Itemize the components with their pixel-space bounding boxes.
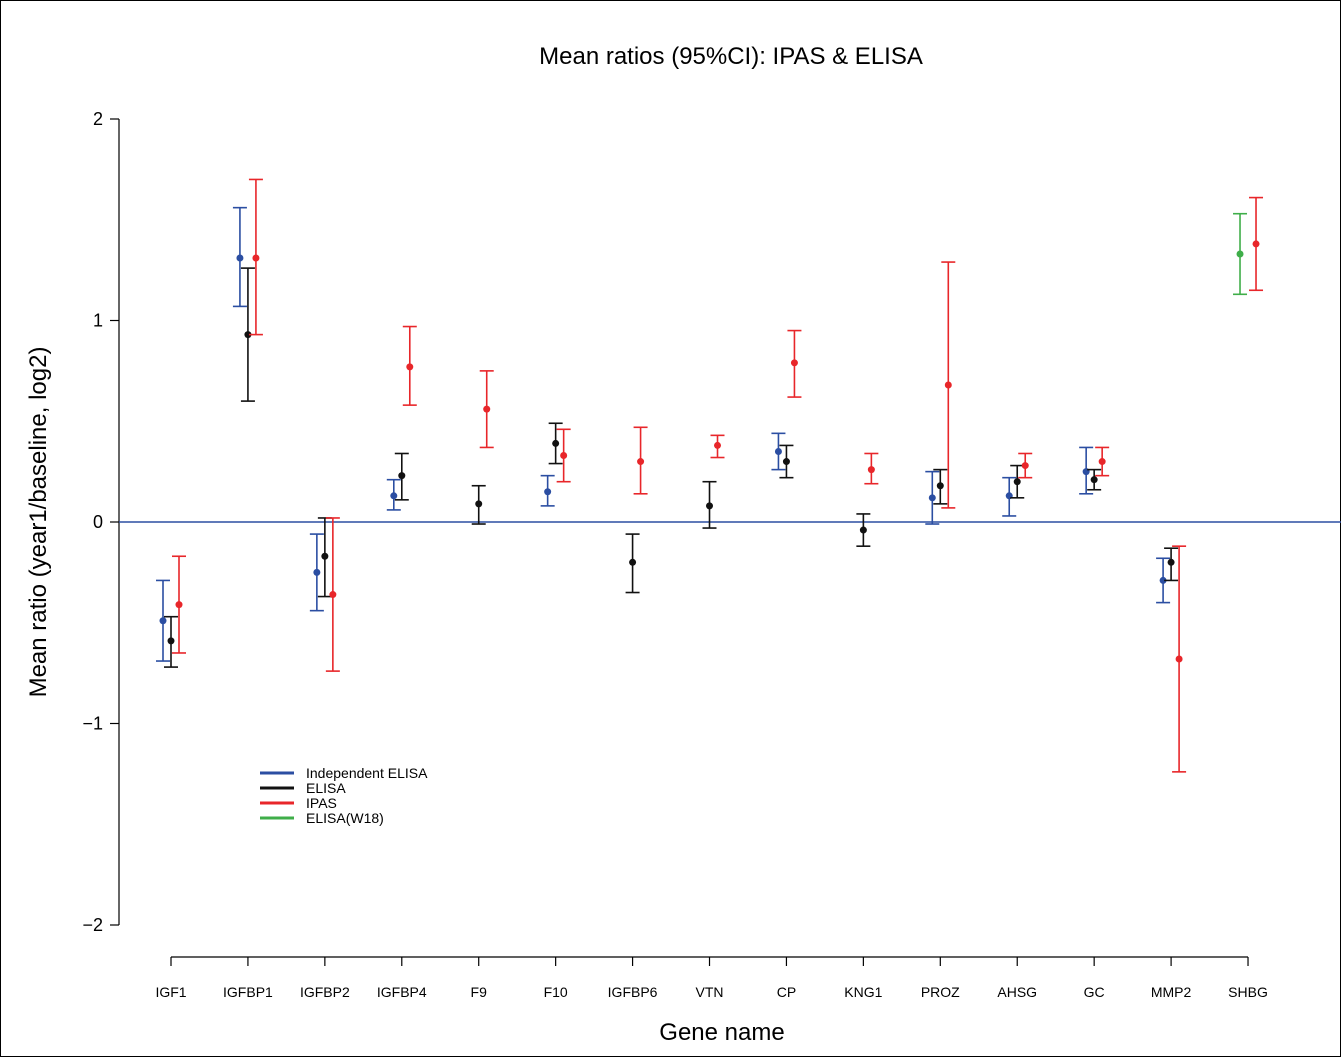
mean-point xyxy=(329,591,337,599)
mean-point xyxy=(244,331,252,339)
mean-point xyxy=(167,637,175,645)
mean-point xyxy=(782,458,790,466)
mean-point xyxy=(483,405,491,413)
mean-point xyxy=(936,482,944,490)
x-tick-label: IGF1 xyxy=(155,984,186,1000)
x-tick-label: GC xyxy=(1084,984,1105,1000)
mean-point xyxy=(1013,478,1021,486)
mean-point xyxy=(252,254,260,262)
mean-point xyxy=(629,558,637,566)
x-axis: IGF1 IGFBP1 IGFBP2 IGFBP4 F9 F10 IGFBP6 VTN CP KN… xyxy=(155,956,1268,1000)
x-tick-label: MMP2 xyxy=(1151,984,1192,1000)
legend-label: ELISA xyxy=(306,780,346,796)
series-ipas xyxy=(172,178,1264,773)
y-axis-title: Mean ratio (year1/baseline, log2) xyxy=(25,347,52,698)
mean-point xyxy=(236,254,244,262)
mean-point xyxy=(544,488,552,496)
mean-point xyxy=(1236,250,1244,258)
y-axis: −2 −1 0 1 2 xyxy=(82,109,120,935)
x-tick-label: VTN xyxy=(696,984,724,1000)
y-tick-label: 1 xyxy=(93,311,103,331)
mean-point xyxy=(790,359,798,367)
y-tick-label: 2 xyxy=(93,109,103,129)
mean-point xyxy=(321,552,329,560)
mean-point xyxy=(1175,655,1183,663)
mean-point xyxy=(1090,476,1098,484)
mean-point xyxy=(637,458,645,466)
y-tick-label: 0 xyxy=(93,512,103,532)
mean-point xyxy=(398,472,406,480)
x-tick-label: F10 xyxy=(544,984,568,1000)
legend-label: IPAS xyxy=(306,795,337,811)
mean-point xyxy=(475,500,483,508)
x-tick-label: SHBG xyxy=(1228,984,1268,1000)
x-tick-label: F9 xyxy=(471,984,488,1000)
x-tick-label: PROZ xyxy=(921,984,960,1000)
x-axis-title: Gene name xyxy=(659,1019,784,1046)
mean-point xyxy=(1167,558,1175,566)
mean-point xyxy=(859,526,867,534)
series-elisa-w18- xyxy=(1233,212,1248,296)
x-tick-label: IGFBP1 xyxy=(223,984,273,1000)
x-tick-label: CP xyxy=(777,984,796,1000)
mean-point xyxy=(560,452,568,460)
mean-point xyxy=(1098,458,1106,466)
series-independent-elisa xyxy=(156,206,1171,662)
legend-label: ELISA(W18) xyxy=(306,810,384,826)
mean-point xyxy=(944,381,952,389)
legend-label: Independent ELISA xyxy=(306,765,428,781)
mean-point xyxy=(175,601,183,609)
mean-point xyxy=(406,363,414,371)
mean-point xyxy=(1252,240,1260,248)
mean-point xyxy=(1159,576,1167,584)
mean-point xyxy=(774,447,782,455)
mean-point xyxy=(390,492,398,500)
x-tick-label: IGFBP4 xyxy=(377,984,427,1000)
mean-point xyxy=(706,502,714,510)
y-tick-label: −1 xyxy=(82,714,103,734)
mean-point xyxy=(1021,462,1029,470)
mean-point xyxy=(313,568,321,576)
mean-point xyxy=(159,617,167,625)
data-marks xyxy=(156,178,1264,773)
x-tick-label: IGFBP6 xyxy=(608,984,658,1000)
x-tick-label: KNG1 xyxy=(844,984,882,1000)
x-tick-label: IGFBP2 xyxy=(300,984,350,1000)
y-tick-label: −2 xyxy=(82,915,103,935)
chart-title: Mean ratios (95%CI): IPAS & ELISA xyxy=(539,43,923,70)
x-tick-label: AHSG xyxy=(997,984,1037,1000)
mean-point xyxy=(867,466,875,474)
mean-point xyxy=(928,494,936,502)
mean-point xyxy=(552,439,560,447)
series-elisa xyxy=(164,267,1179,668)
mean-point xyxy=(714,441,722,449)
